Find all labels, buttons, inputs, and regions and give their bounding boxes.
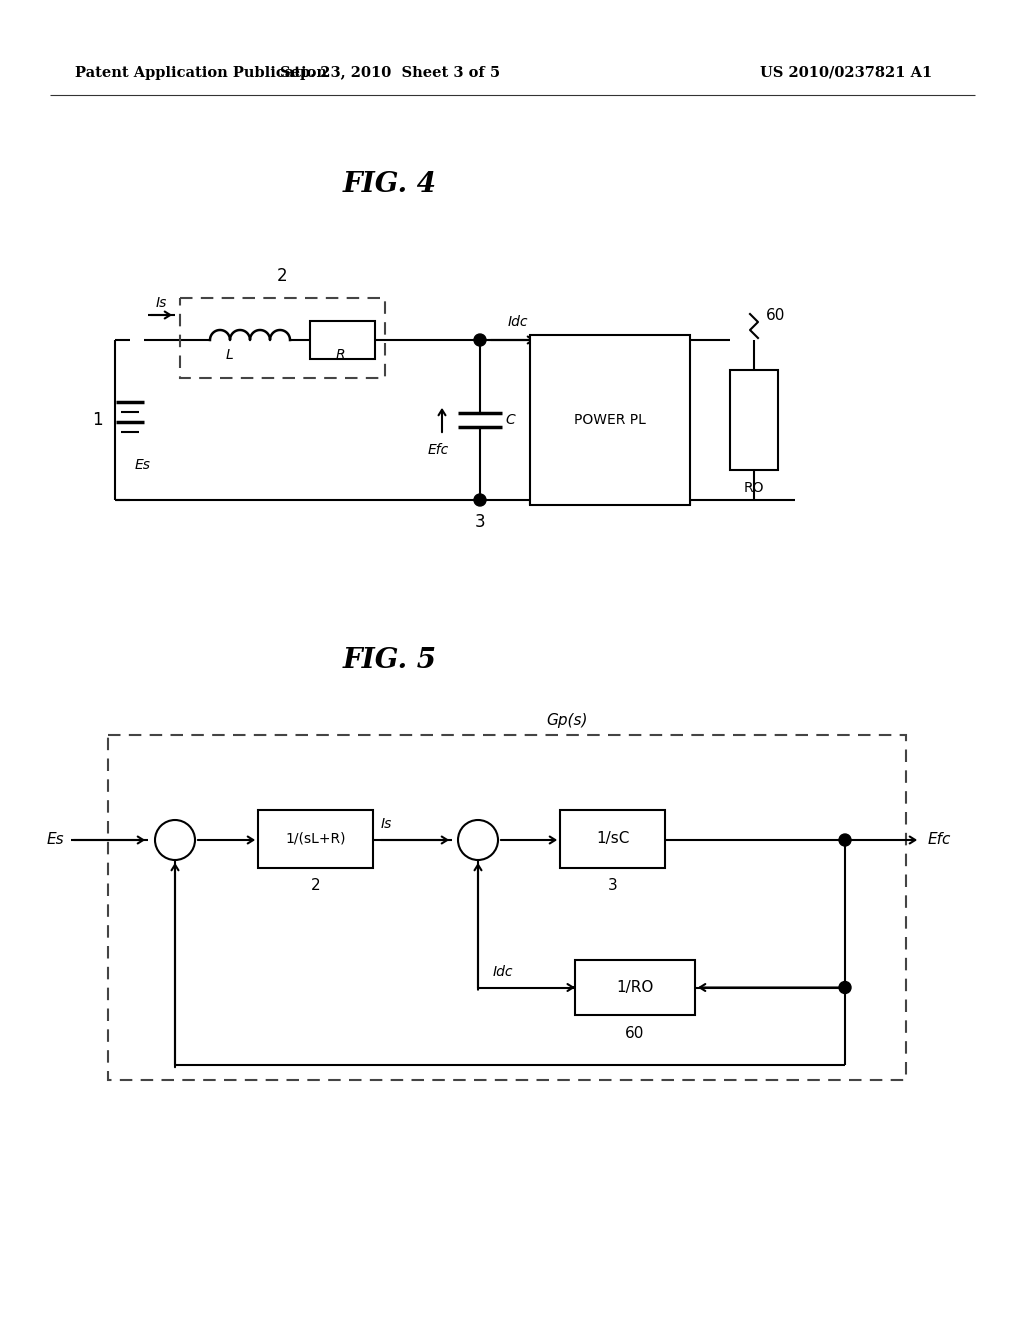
Text: Idc: Idc xyxy=(508,315,528,329)
Text: RO: RO xyxy=(743,480,764,495)
Text: −: − xyxy=(156,841,171,859)
Text: 60: 60 xyxy=(626,1026,645,1040)
Text: +: + xyxy=(462,824,474,838)
Bar xyxy=(530,335,690,506)
Circle shape xyxy=(839,834,851,846)
Bar xyxy=(108,735,906,1080)
Text: 2: 2 xyxy=(278,267,288,285)
Bar xyxy=(560,810,665,869)
Text: Sep. 23, 2010  Sheet 3 of 5: Sep. 23, 2010 Sheet 3 of 5 xyxy=(280,66,500,81)
Text: Gp(s): Gp(s) xyxy=(546,713,588,727)
Text: L: L xyxy=(226,348,233,362)
Text: US 2010/0237821 A1: US 2010/0237821 A1 xyxy=(760,66,932,81)
Circle shape xyxy=(155,820,195,861)
Text: Efc: Efc xyxy=(928,833,951,847)
Text: Is: Is xyxy=(381,817,392,832)
Text: −: − xyxy=(459,841,473,859)
Circle shape xyxy=(839,982,851,994)
Bar xyxy=(730,370,778,470)
Text: 60: 60 xyxy=(766,308,785,322)
Text: 1/sC: 1/sC xyxy=(596,832,629,846)
Text: Idc: Idc xyxy=(493,965,513,979)
Text: POWER PL: POWER PL xyxy=(574,413,646,426)
Bar xyxy=(575,960,695,1015)
Circle shape xyxy=(458,820,498,861)
Text: +: + xyxy=(159,824,171,838)
Text: Efc: Efc xyxy=(427,444,449,457)
Bar xyxy=(180,298,385,378)
Text: Patent Application Publication: Patent Application Publication xyxy=(75,66,327,81)
Text: 1/(sL+R): 1/(sL+R) xyxy=(286,832,346,846)
Text: R: R xyxy=(335,348,345,362)
Text: Is: Is xyxy=(156,296,167,310)
Text: Es: Es xyxy=(135,458,151,473)
Text: C: C xyxy=(505,413,515,426)
Text: FIG. 4: FIG. 4 xyxy=(343,172,437,198)
Text: 2: 2 xyxy=(310,879,321,894)
Circle shape xyxy=(474,334,486,346)
Circle shape xyxy=(474,494,486,506)
Text: 1: 1 xyxy=(92,411,102,429)
Text: Es: Es xyxy=(46,833,63,847)
Text: 1/RO: 1/RO xyxy=(616,979,653,995)
Text: 3: 3 xyxy=(475,513,485,531)
Bar xyxy=(258,810,373,869)
Bar xyxy=(310,321,375,359)
Text: 3: 3 xyxy=(607,879,617,894)
Text: FIG. 5: FIG. 5 xyxy=(343,647,437,673)
